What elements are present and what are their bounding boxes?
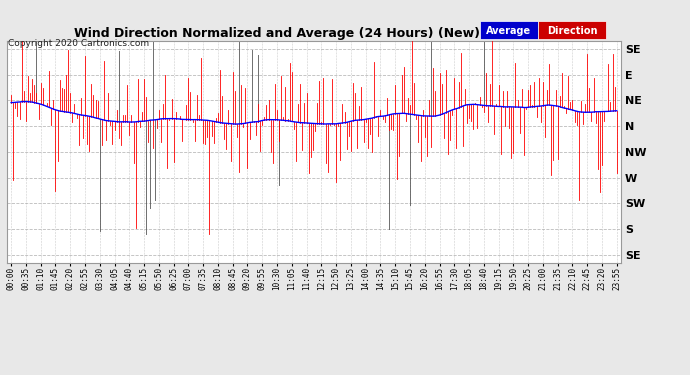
Text: Direction: Direction [546, 26, 598, 36]
Text: Copyright 2020 Cartronics.com: Copyright 2020 Cartronics.com [8, 39, 150, 48]
Text: Average: Average [486, 26, 531, 36]
Title: Wind Direction Normalized and Average (24 Hours) (New) 20200225: Wind Direction Normalized and Average (2… [74, 27, 554, 40]
